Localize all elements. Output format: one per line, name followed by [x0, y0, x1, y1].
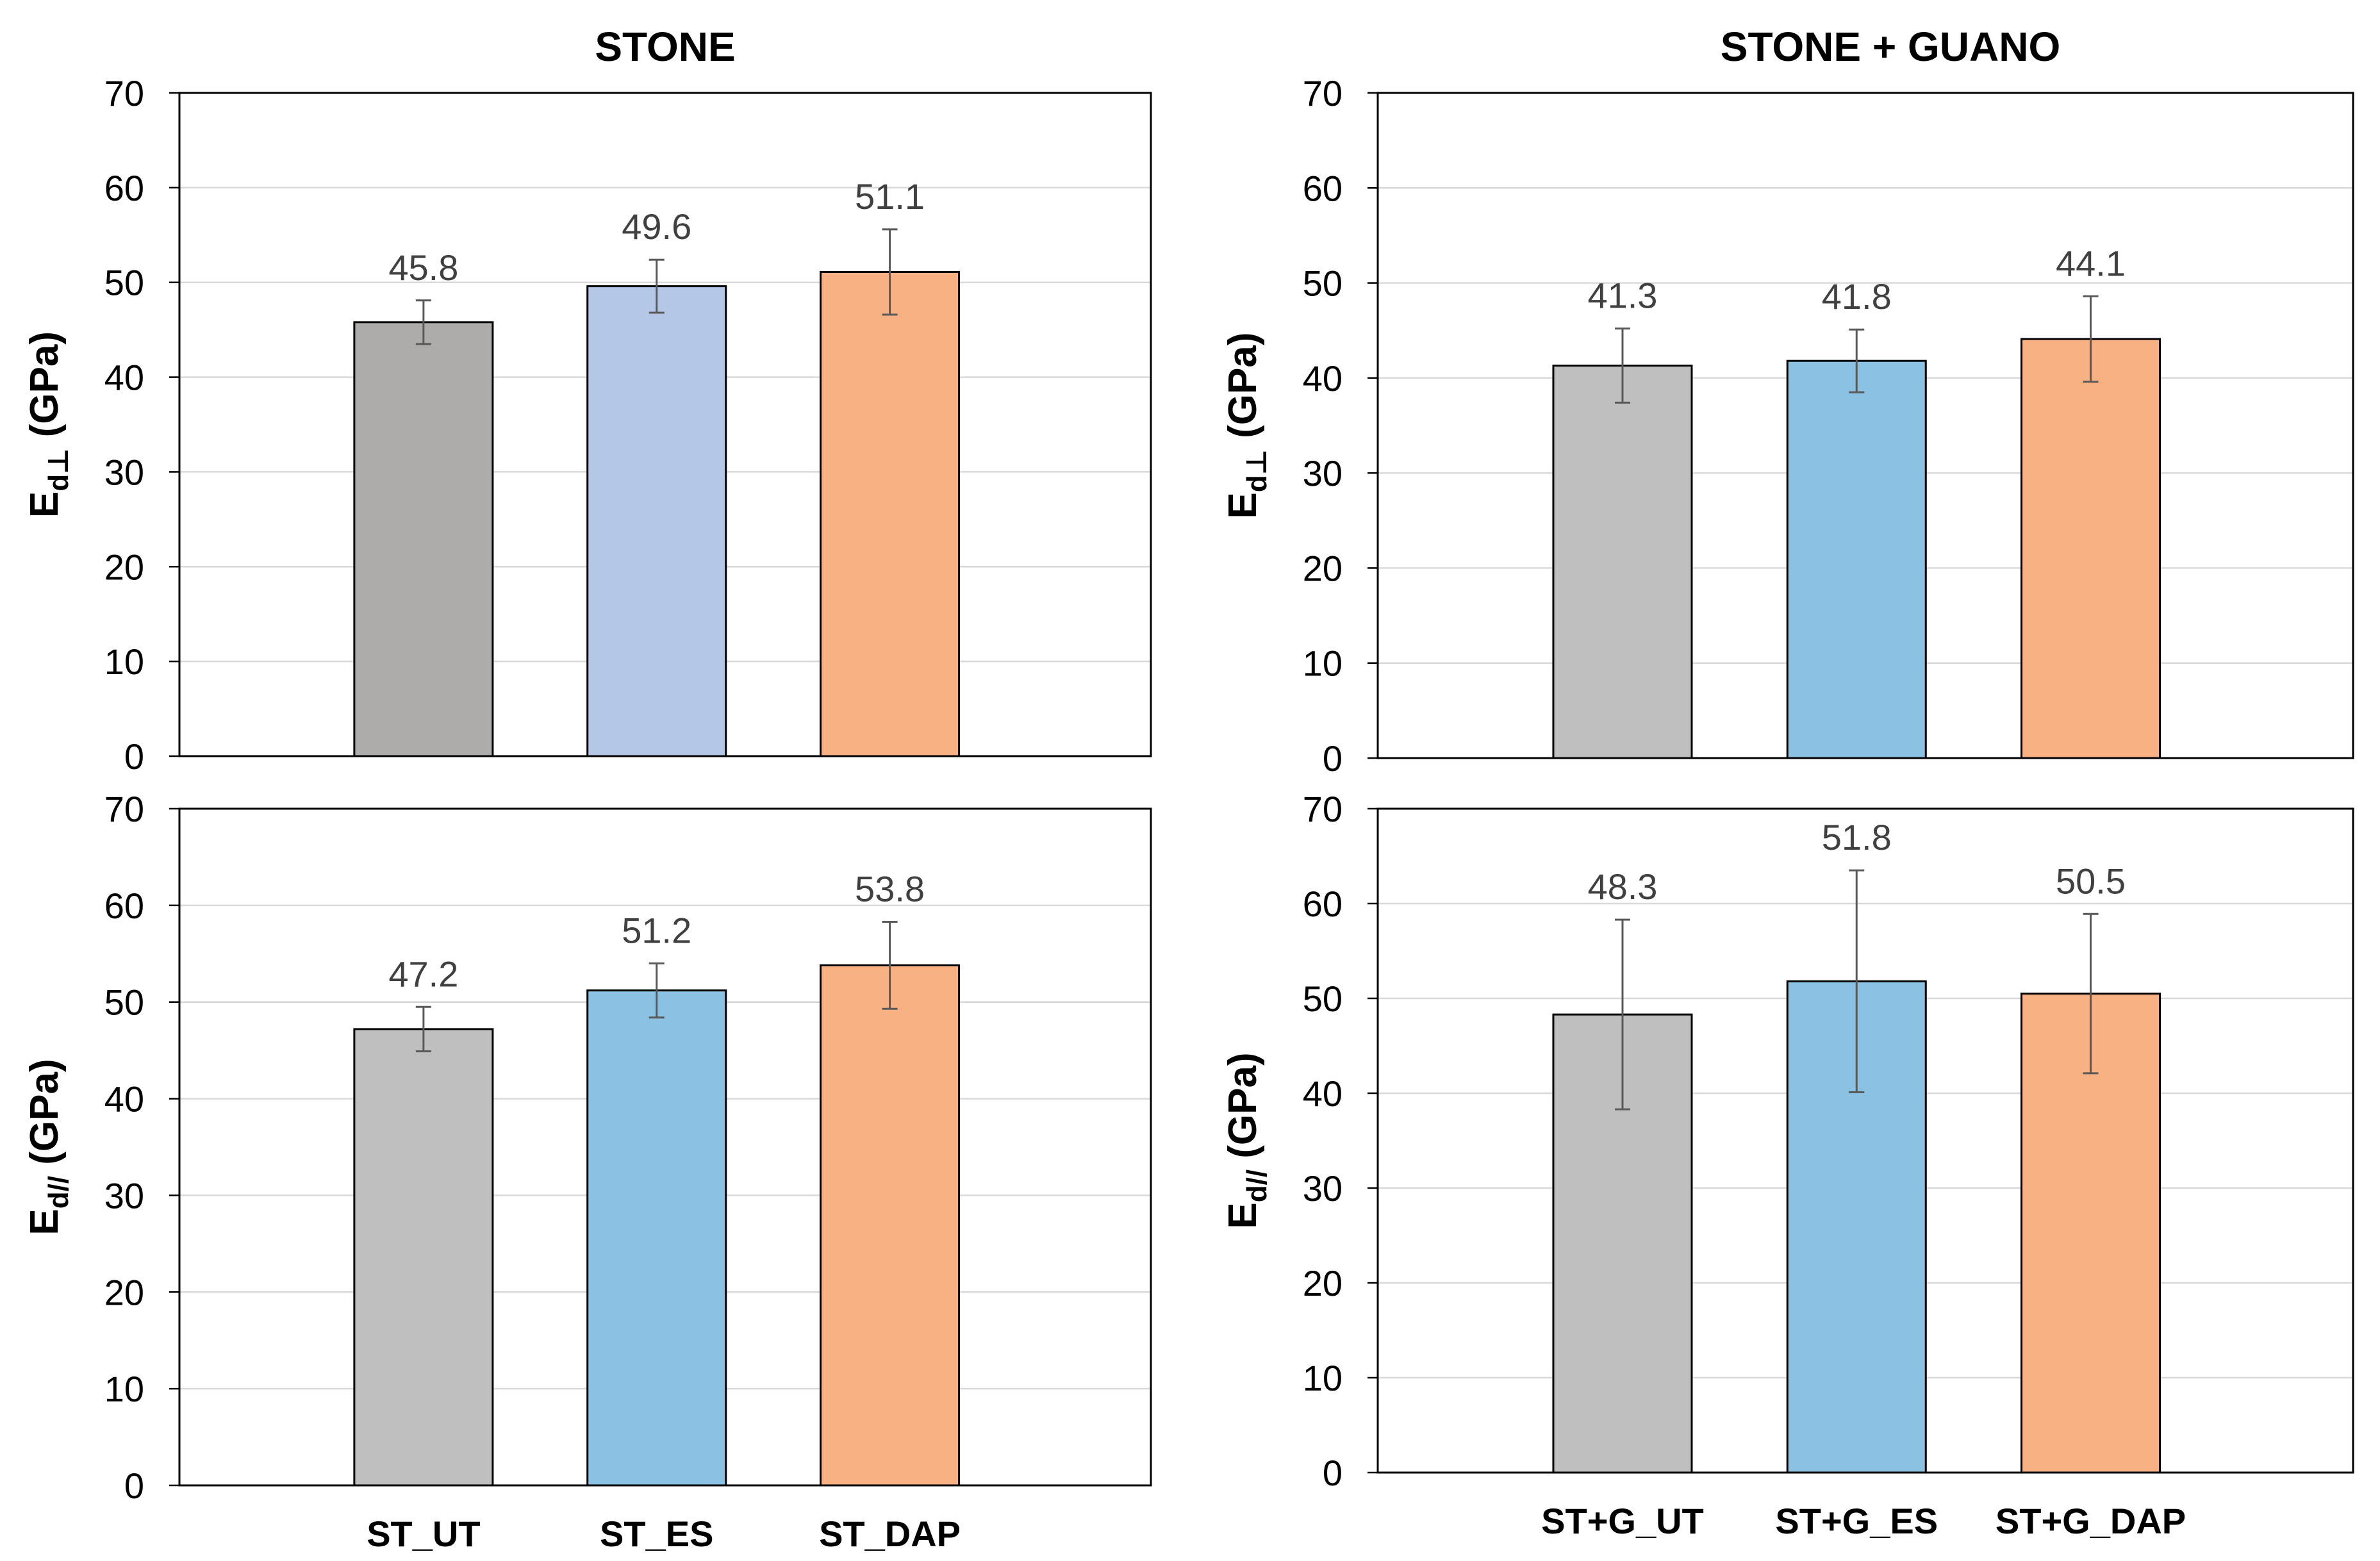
y-tick-label: 50	[104, 263, 144, 303]
y-axis-title-main: E	[1221, 1202, 1265, 1228]
category-label: ST_ES	[600, 1514, 713, 1554]
bar-st-g-dap	[2021, 338, 2161, 759]
category-label: ST_DAP	[819, 1514, 961, 1554]
data-label: 44.1	[2056, 243, 2126, 283]
y-axis-title-main: E	[22, 1209, 67, 1235]
y-axis-title-unit: (GPa)	[1221, 332, 1265, 449]
bar-st-ut	[353, 1028, 494, 1487]
data-label: 50.5	[2056, 861, 2126, 901]
y-axis-title: Ed// (GPa)	[22, 1059, 74, 1235]
y-tick-label: 60	[1303, 884, 1343, 924]
data-label: 41.3	[1587, 276, 1657, 316]
bar-st-dap	[820, 964, 961, 1487]
bar-st-g-es	[1786, 359, 1927, 759]
column-title-stone-guano: STONE + GUANO	[1721, 24, 2060, 70]
chart-panel-top-right: 0 10 20 30 40 50 60 70 41.3 41.8 44.1 Ed⊥ (GPa)	[1221, 73, 2354, 779]
y-tick-label: 10	[1303, 1358, 1343, 1398]
y-axis-title-main: E	[22, 491, 67, 518]
y-tick-label: 40	[1303, 358, 1343, 399]
data-label: 41.8	[1822, 276, 1892, 317]
data-label: 47.2	[388, 954, 458, 994]
y-tick-label: 0	[1323, 738, 1343, 779]
data-label: 51.2	[622, 910, 691, 950]
y-tick-label: 20	[1303, 1263, 1343, 1303]
y-axis-title-unit: (GPa)	[22, 1059, 67, 1176]
y-tick-label: 50	[1303, 979, 1343, 1019]
y-tick-label: 30	[104, 1175, 144, 1216]
chart-panel-top-left: 0 10 20 30 40 50 60 70 45.8 49.6 51.1 Ed⊥ (GPa)	[22, 73, 1152, 777]
bar-st-es	[586, 989, 727, 1487]
y-tick-label: 70	[104, 789, 144, 829]
y-tick-label: 20	[104, 1272, 144, 1312]
data-label: 48.3	[1587, 866, 1657, 907]
data-label: 51.1	[855, 176, 925, 217]
y-tick-label: 40	[1303, 1073, 1343, 1114]
y-tick-label: 0	[124, 1466, 144, 1506]
y-axis-title-subscript: d⊥	[1241, 449, 1273, 492]
y-axis-title-subscript: d//	[1241, 1169, 1273, 1202]
y-axis-title: Ed⊥ (GPa)	[1221, 332, 1273, 518]
y-tick-label: 10	[1303, 643, 1343, 684]
y-tick-label: 50	[104, 982, 144, 1023]
y-tick-label: 70	[1303, 73, 1343, 113]
category-label: ST_UT	[367, 1514, 480, 1554]
y-axis-title-unit: (GPa)	[22, 331, 67, 449]
y-tick-label: 10	[104, 1369, 144, 1409]
y-tick-label: 0	[1323, 1453, 1343, 1493]
category-label: ST+G_ES	[1775, 1501, 1938, 1541]
y-axis-title-main: E	[1221, 492, 1265, 518]
category-label: ST+G_DAP	[1996, 1501, 2186, 1541]
chart-panels: 0 10 20 30 40 50 60 70 45.8 49.6 51.1 Ed⊥ (GPa) 0 10 2…	[22, 73, 2354, 1554]
y-tick-label: 60	[104, 168, 144, 208]
y-tick-label: 10	[104, 641, 144, 682]
bar-st-es	[586, 285, 727, 757]
bar-st-dap	[820, 270, 961, 757]
y-tick-label: 40	[104, 358, 144, 398]
bar-st-ut	[353, 321, 494, 757]
chart-panel-bottom-right: 0 10 20 30 40 50 60 70 48.3 ST+G_UT 51.8 ST+G_ES 50.…	[1221, 789, 2354, 1541]
y-axis-title-unit: (GPa)	[1221, 1052, 1265, 1169]
y-tick-label: 50	[1303, 263, 1343, 304]
y-tick-label: 30	[1303, 1168, 1343, 1209]
data-label: 51.8	[1822, 817, 1892, 857]
chart-panel-bottom-left: 0 10 20 30 40 50 60 70 47.2 ST_UT 51.2 ST_ES 53.8 ST_…	[22, 789, 1152, 1554]
y-axis-title: Ed⊥ (GPa)	[22, 331, 74, 518]
y-tick-label: 20	[104, 547, 144, 587]
data-label: 49.6	[622, 206, 691, 247]
data-label: 45.8	[388, 247, 458, 288]
y-tick-label: 60	[1303, 168, 1343, 208]
y-tick-label: 30	[104, 452, 144, 492]
y-tick-label: 20	[1303, 548, 1343, 588]
data-label: 53.8	[855, 869, 925, 909]
column-title-stone: STONE	[595, 24, 735, 70]
category-label: ST+G_UT	[1541, 1501, 1704, 1541]
y-tick-label: 40	[104, 1079, 144, 1119]
bar-st-g-ut	[1552, 365, 1693, 759]
y-tick-label: 30	[1303, 453, 1343, 493]
y-tick-label: 70	[1303, 789, 1343, 829]
y-tick-label: 0	[124, 736, 144, 777]
y-tick-label: 70	[104, 73, 144, 113]
y-tick-label: 60	[104, 886, 144, 926]
y-axis-title-subscript: d//	[43, 1176, 74, 1209]
y-axis-title: Ed// (GPa)	[1221, 1052, 1273, 1228]
y-axis-title-subscript: d⊥	[43, 449, 74, 491]
